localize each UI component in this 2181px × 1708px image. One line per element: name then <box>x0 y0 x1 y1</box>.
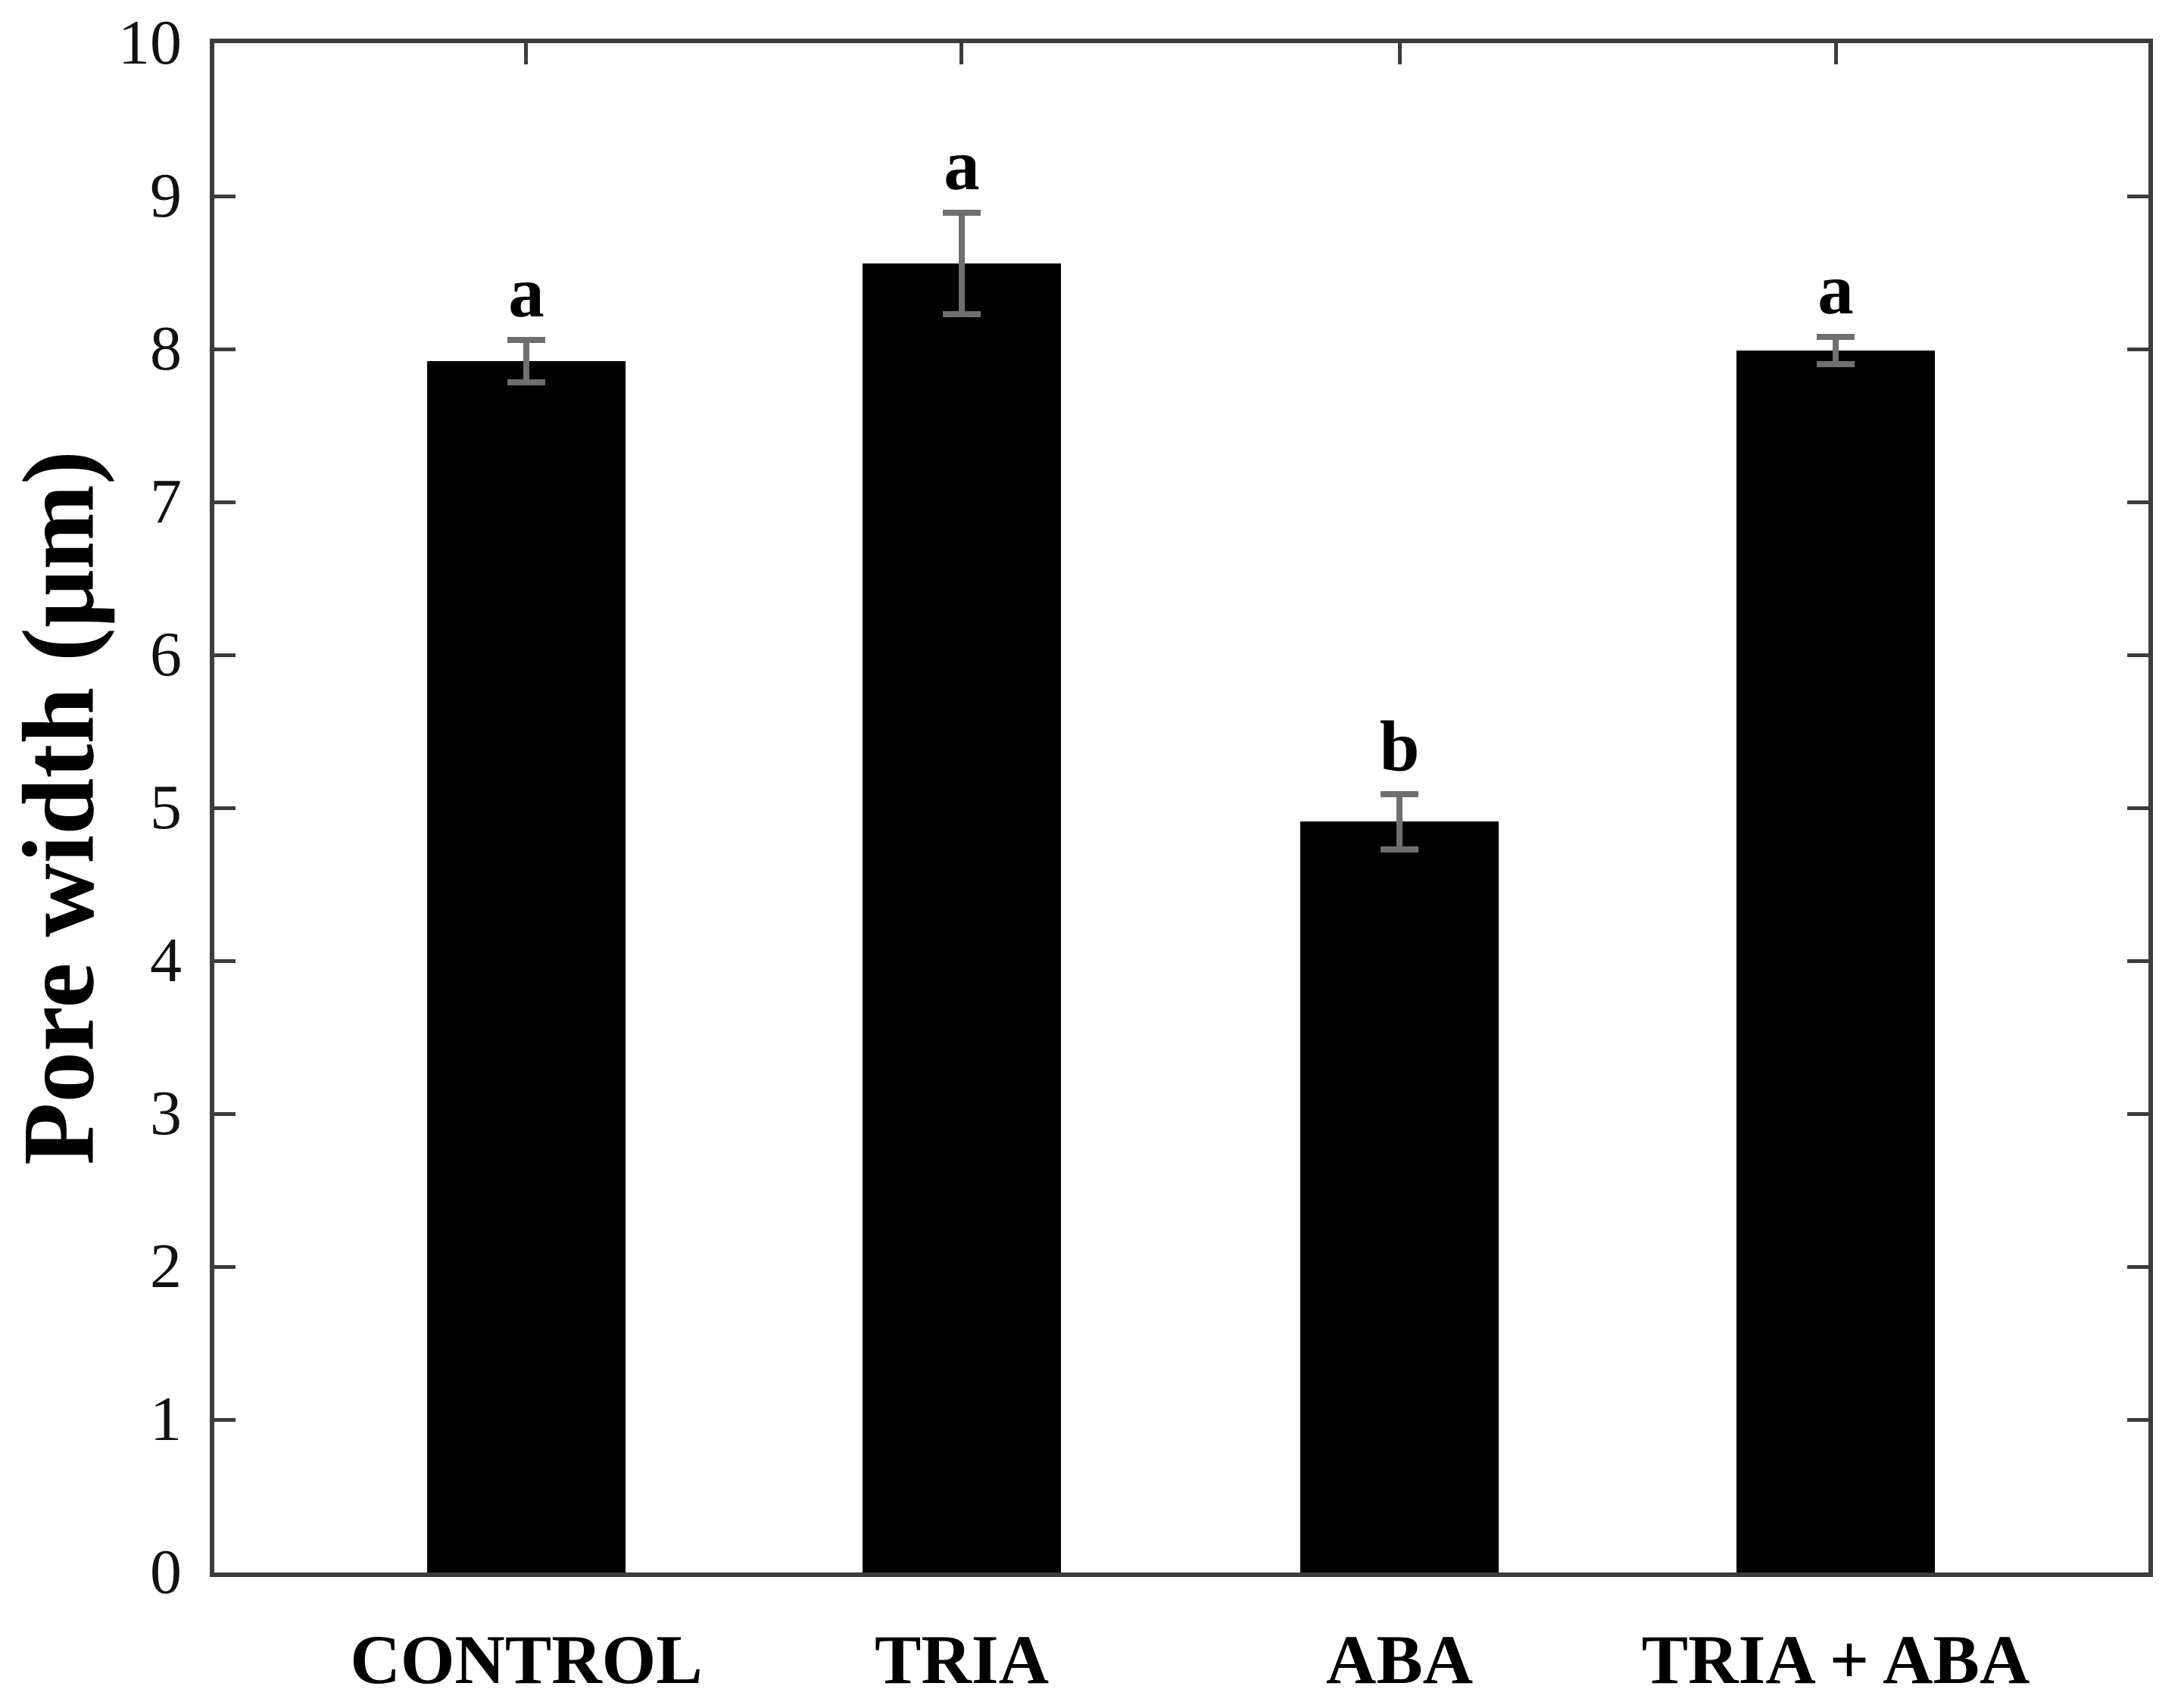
x-category-label-tria: TRIA <box>874 1621 1050 1698</box>
bar-tria-aba <box>1736 351 1936 1572</box>
bar-aba <box>1300 821 1499 1572</box>
y-tick-mark-left <box>214 347 236 351</box>
y-tick-label: 4 <box>150 925 182 996</box>
error-bar-cap-bottom <box>507 379 545 386</box>
error-bar-cap-top <box>1381 790 1418 797</box>
y-tick-mark-right <box>2127 1264 2148 1269</box>
error-bar-cap-top <box>1817 333 1855 340</box>
y-tick-label: 8 <box>150 313 182 384</box>
y-tick-label: 6 <box>150 619 182 690</box>
significance-letter-tria: a <box>944 125 980 206</box>
error-bar-cap-top <box>507 336 545 343</box>
y-tick-label: 0 <box>150 1537 182 1607</box>
y-tick-mark-right <box>2127 194 2148 198</box>
significance-letter-aba: b <box>1379 706 1420 787</box>
bar-tria <box>862 263 1061 1572</box>
y-tick-mark-left <box>214 806 236 810</box>
x-tick-mark-top <box>959 43 964 64</box>
error-bar-cap-bottom <box>942 310 981 317</box>
error-bar-cap-bottom <box>1381 846 1418 852</box>
x-category-label-control: CONTROL <box>350 1621 703 1698</box>
y-tick-mark-right <box>2127 653 2148 657</box>
y-tick-label: 10 <box>118 8 182 78</box>
error-bar-line <box>1396 793 1403 849</box>
y-tick-mark-right <box>2127 1111 2148 1116</box>
y-tick-mark-left <box>214 653 236 657</box>
error-bar-cap-bottom <box>1817 361 1855 368</box>
error-bar-line <box>1833 336 1839 365</box>
x-category-label-aba: ABA <box>1325 1621 1474 1698</box>
error-bar-line <box>958 213 965 314</box>
error-bar-line <box>523 339 529 383</box>
y-tick-mark-left <box>214 958 236 963</box>
x-category-label-tria-aba: TRIA + ABA <box>1641 1621 2030 1698</box>
y-tick-mark-left <box>214 500 236 504</box>
x-tick-mark-top <box>1397 43 1402 64</box>
y-tick-label: 9 <box>150 161 182 231</box>
y-tick-label: 7 <box>150 466 182 537</box>
x-tick-mark-top <box>1833 43 1838 64</box>
y-tick-label: 3 <box>150 1078 182 1149</box>
y-tick-label: 1 <box>150 1384 182 1454</box>
y-tick-mark-left <box>214 194 236 198</box>
y-tick-mark-left <box>214 1417 236 1422</box>
y-tick-mark-right <box>2127 958 2148 963</box>
x-tick-mark-top <box>524 43 529 64</box>
y-tick-mark-right <box>2127 347 2148 351</box>
y-tick-label: 2 <box>150 1231 182 1301</box>
y-tick-mark-right <box>2127 1417 2148 1422</box>
y-tick-mark-left <box>214 1111 236 1116</box>
y-tick-mark-right <box>2127 806 2148 810</box>
plot-area <box>210 39 2153 1577</box>
bar-control <box>426 361 626 1572</box>
y-tick-mark-left <box>214 1264 236 1269</box>
y-tick-label: 5 <box>150 772 182 843</box>
significance-letter-control: a <box>508 251 544 332</box>
y-tick-mark-right <box>2127 500 2148 504</box>
error-bar-cap-top <box>942 210 981 217</box>
significance-letter-tria-aba: a <box>1818 248 1854 329</box>
